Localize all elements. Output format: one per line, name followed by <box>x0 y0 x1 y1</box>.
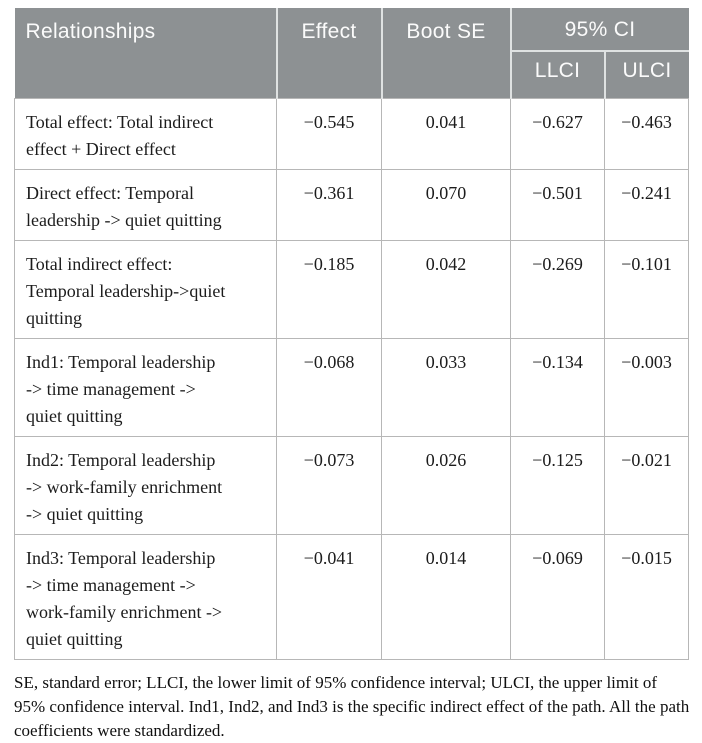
relationship-cell: Direct effect: Temporal leadership -> qu… <box>14 169 277 241</box>
ulci-cell: −0.241 <box>603 169 690 241</box>
table-row: Ind3: Temporal leadership -> time manage… <box>14 534 690 660</box>
table-header: Relationships Effect Boot SE 95% CI LLCI… <box>14 8 689 99</box>
table-body: Total effect: Total indirect effect + Di… <box>14 98 690 660</box>
relationship-cell: Ind3: Temporal leadership -> time manage… <box>14 534 277 660</box>
table-row: Ind1: Temporal leadership -> time manage… <box>14 338 690 437</box>
column-header-relationships: Relationships <box>14 8 277 99</box>
relationship-cell: Total effect: Total indirect effect + Di… <box>14 98 277 170</box>
effect-cell: −0.068 <box>276 338 382 437</box>
llci-cell: −0.269 <box>510 240 605 339</box>
boot-se-cell: 0.070 <box>381 169 511 241</box>
header-row-main: Relationships Effect Boot SE 95% CI <box>14 8 689 99</box>
llci-cell: −0.627 <box>510 98 605 170</box>
relationship-cell: Ind1: Temporal leadership -> time manage… <box>14 338 277 437</box>
column-header-llci: LLCI <box>509 51 605 99</box>
ulci-cell: −0.101 <box>603 240 690 339</box>
effect-cell: −0.361 <box>276 169 382 241</box>
effect-cell: −0.185 <box>276 240 382 339</box>
column-header-effect: Effect <box>275 8 382 99</box>
boot-se-cell: 0.042 <box>381 240 511 339</box>
boot-se-cell: 0.026 <box>381 436 511 535</box>
table-row: Total indirect effect: Temporal leadersh… <box>14 240 690 339</box>
relationship-cell: Ind2: Temporal leadership -> work-family… <box>14 436 277 535</box>
boot-se-cell: 0.041 <box>381 98 511 170</box>
ulci-cell: −0.463 <box>603 98 690 170</box>
mediation-results-table: Relationships Effect Boot SE 95% CI LLCI… <box>14 8 690 660</box>
ulci-cell: −0.015 <box>603 534 690 660</box>
boot-se-cell: 0.014 <box>381 534 511 660</box>
table-row: Ind2: Temporal leadership -> work-family… <box>14 436 690 535</box>
header-row-sub: LLCI ULCI <box>15 51 689 99</box>
boot-se-cell: 0.033 <box>381 338 511 437</box>
effect-cell: −0.041 <box>276 534 382 660</box>
column-header-boot-se: Boot SE <box>380 8 511 99</box>
llci-cell: −0.501 <box>510 169 605 241</box>
llci-cell: −0.125 <box>510 436 605 535</box>
table-footnote: SE, standard error; LLCI, the lower limi… <box>14 673 690 740</box>
column-header-ulci: ULCI <box>603 51 689 99</box>
effect-cell: −0.545 <box>276 98 382 170</box>
ulci-cell: −0.021 <box>603 436 690 535</box>
ulci-cell: −0.003 <box>603 338 690 437</box>
llci-cell: −0.069 <box>510 534 605 660</box>
effect-cell: −0.073 <box>276 436 382 535</box>
column-header-95-ci: 95% CI <box>509 8 689 52</box>
llci-cell: −0.134 <box>510 338 605 437</box>
relationship-cell: Total indirect effect: Temporal leadersh… <box>14 240 277 339</box>
table-row: Total effect: Total indirect effect + Di… <box>14 98 690 170</box>
table-row: Direct effect: Temporal leadership -> qu… <box>14 169 690 241</box>
